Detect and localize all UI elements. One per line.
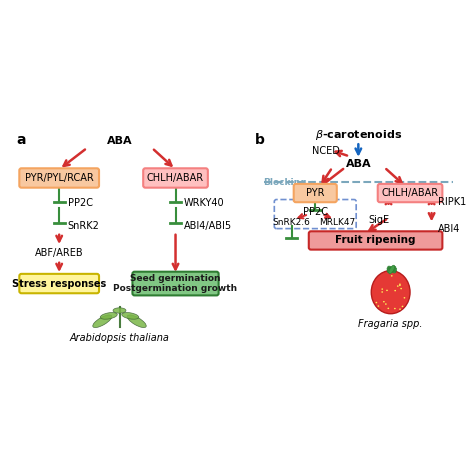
Ellipse shape bbox=[391, 275, 392, 277]
Ellipse shape bbox=[387, 268, 397, 271]
Ellipse shape bbox=[399, 284, 401, 285]
Text: RIPK1: RIPK1 bbox=[438, 197, 466, 207]
Text: Blocking: Blocking bbox=[264, 178, 307, 187]
Text: Fragaria spp.: Fragaria spp. bbox=[358, 320, 423, 329]
FancyBboxPatch shape bbox=[132, 272, 219, 295]
Text: MRLK47: MRLK47 bbox=[319, 218, 355, 227]
Text: ABA: ABA bbox=[346, 159, 371, 169]
Ellipse shape bbox=[377, 305, 379, 307]
Text: WRKY40: WRKY40 bbox=[184, 198, 225, 208]
Ellipse shape bbox=[389, 265, 395, 274]
Text: PP2C: PP2C bbox=[68, 198, 93, 208]
Text: Arabidopsis thaliana: Arabidopsis thaliana bbox=[70, 334, 169, 344]
Ellipse shape bbox=[381, 291, 383, 293]
FancyBboxPatch shape bbox=[378, 184, 442, 202]
Text: ABF/AREB: ABF/AREB bbox=[35, 249, 83, 258]
Ellipse shape bbox=[383, 301, 385, 302]
Text: CHLH/ABAR: CHLH/ABAR bbox=[147, 173, 204, 183]
Ellipse shape bbox=[127, 315, 146, 328]
Ellipse shape bbox=[122, 313, 139, 319]
Ellipse shape bbox=[401, 306, 403, 307]
Ellipse shape bbox=[100, 313, 117, 319]
FancyBboxPatch shape bbox=[274, 199, 356, 228]
Text: SigE: SigE bbox=[368, 215, 389, 225]
Text: Seed germination
Postgermination growth: Seed germination Postgermination growth bbox=[113, 274, 237, 293]
Ellipse shape bbox=[397, 285, 399, 287]
Ellipse shape bbox=[382, 288, 383, 290]
Text: SnRK2.6: SnRK2.6 bbox=[273, 218, 310, 227]
Ellipse shape bbox=[113, 308, 126, 313]
Text: CHLH/ABAR: CHLH/ABAR bbox=[382, 188, 438, 198]
Text: Fruit ripening: Fruit ripening bbox=[335, 235, 416, 245]
Text: PYR: PYR bbox=[306, 188, 325, 198]
FancyBboxPatch shape bbox=[294, 184, 337, 202]
Text: b: b bbox=[255, 133, 265, 147]
Text: $\beta$-carotenoids: $\beta$-carotenoids bbox=[315, 128, 402, 142]
Text: ABI4/ABI5: ABI4/ABI5 bbox=[184, 221, 232, 232]
Ellipse shape bbox=[93, 315, 112, 328]
Text: NCED: NCED bbox=[312, 146, 340, 156]
Ellipse shape bbox=[394, 290, 396, 292]
Text: ABI4: ABI4 bbox=[438, 224, 460, 234]
Text: PYR/PYL/RCAR: PYR/PYL/RCAR bbox=[25, 173, 93, 183]
Ellipse shape bbox=[387, 267, 396, 272]
FancyBboxPatch shape bbox=[19, 168, 99, 188]
Ellipse shape bbox=[394, 308, 396, 309]
Ellipse shape bbox=[403, 297, 405, 299]
Ellipse shape bbox=[388, 266, 396, 273]
Text: SnRK2: SnRK2 bbox=[68, 221, 100, 232]
Ellipse shape bbox=[388, 266, 396, 273]
Text: ABA: ABA bbox=[107, 136, 132, 146]
Ellipse shape bbox=[400, 288, 402, 289]
Ellipse shape bbox=[385, 303, 387, 305]
FancyBboxPatch shape bbox=[143, 168, 208, 188]
Ellipse shape bbox=[399, 308, 401, 310]
Text: PP2C: PP2C bbox=[303, 207, 328, 218]
Text: a: a bbox=[16, 133, 26, 147]
Ellipse shape bbox=[371, 271, 410, 314]
Text: Stress responses: Stress responses bbox=[12, 278, 106, 289]
Ellipse shape bbox=[375, 302, 377, 303]
FancyBboxPatch shape bbox=[309, 231, 442, 249]
Ellipse shape bbox=[399, 285, 401, 286]
FancyBboxPatch shape bbox=[19, 274, 99, 293]
Ellipse shape bbox=[387, 307, 389, 309]
Ellipse shape bbox=[386, 290, 388, 291]
